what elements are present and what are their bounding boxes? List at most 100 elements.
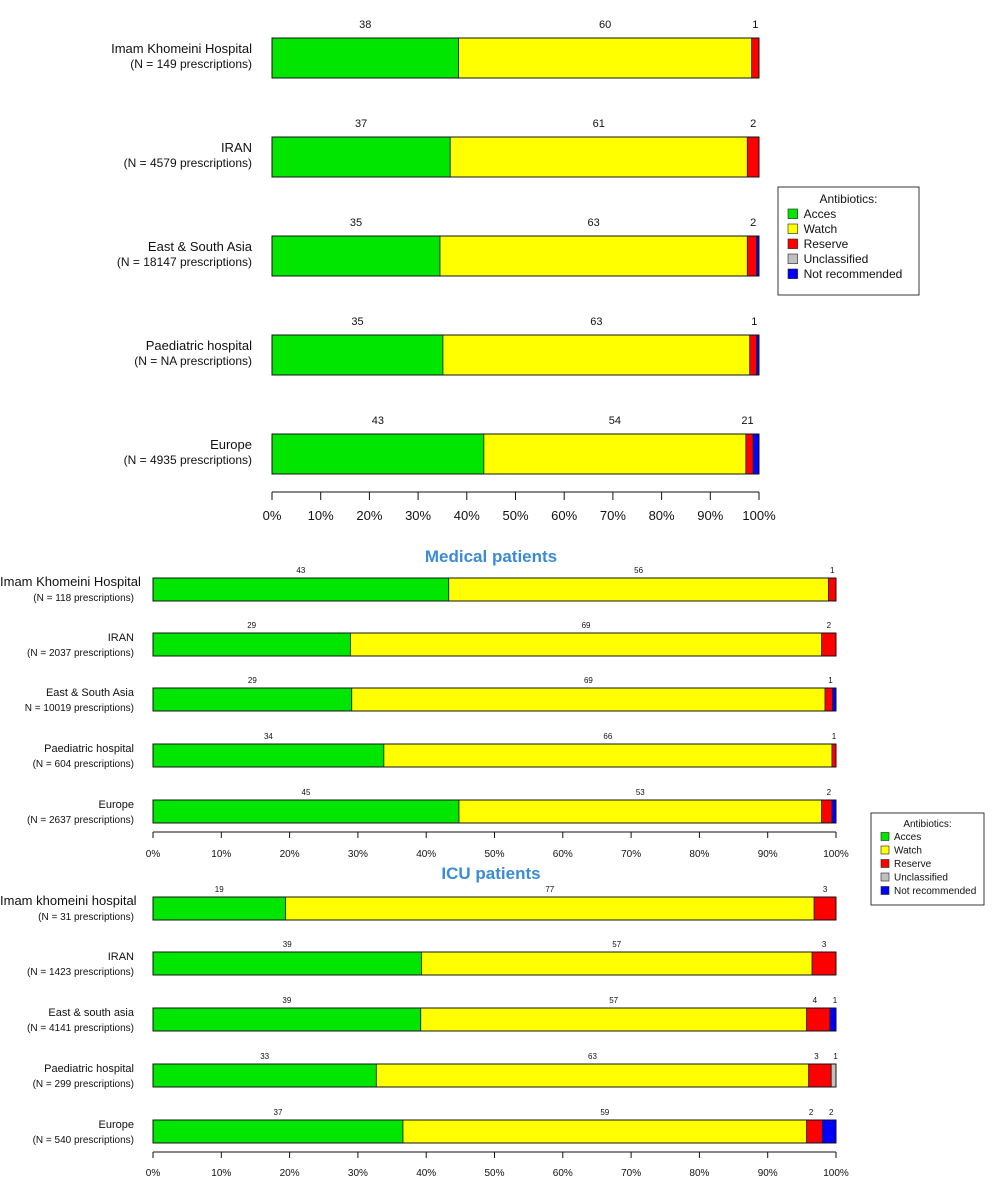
bar-segment-reserve — [831, 743, 837, 768]
data-label: 34 — [264, 732, 273, 741]
bar-segment-access — [271, 235, 441, 277]
bar-row: Imam Khomeini Hospital (N = 118 prescript… — [0, 566, 837, 604]
category-n-label: Ν = 10019 prescriptions) — [25, 703, 134, 714]
x-axis: 0% 10% 20% 30% 40% 50% 60% 70% 80% 90% 100% — [146, 1151, 849, 1179]
bar-segment-reserve — [746, 235, 757, 277]
x-tick-label: 90% — [697, 508, 723, 523]
category-label: East & south asia — [48, 1007, 134, 1019]
x-tick-label: 100% — [823, 1168, 849, 1179]
bar-segment-watch — [458, 37, 753, 79]
data-label: 2 — [750, 217, 756, 229]
legend-entry: Unclassified — [804, 252, 869, 266]
legend-entry: Acces — [894, 832, 921, 843]
bar-row: Europe (N = 540 prescriptions) 37 59 2 2 — [33, 1108, 837, 1146]
bar-outline — [271, 136, 760, 178]
chart-title: Medical patients — [425, 547, 557, 566]
bar-row: East & South Asia(N = 18147 prescription… — [117, 217, 760, 277]
bar-outline — [152, 1007, 837, 1032]
x-tick-label: 20% — [280, 1168, 300, 1179]
bar-outline — [271, 37, 760, 79]
data-label: 37 — [355, 118, 367, 130]
data-label: 19 — [215, 885, 224, 894]
bar-row: Imam khomeini hospital (N = 31 prescripti… — [0, 885, 837, 923]
bar-segment-watch — [285, 896, 815, 921]
bar-segment-reserve — [824, 687, 833, 712]
bar-segment-watch — [448, 577, 829, 602]
bar-segment-reserve — [806, 1007, 831, 1032]
data-label: 2 — [827, 621, 832, 630]
bar-segment-reserve — [808, 1063, 832, 1088]
category-label: East & South Asia — [148, 239, 253, 254]
bar-outline — [271, 235, 760, 277]
legend-entry: Reserve — [804, 237, 849, 251]
category-label: Imam Khomeini Hospital — [0, 574, 141, 589]
data-label: 77 — [545, 885, 554, 894]
data-label: 1 — [833, 996, 838, 1005]
bar-segment-not_recommended — [832, 687, 837, 712]
legend-entry: Watch — [894, 846, 922, 857]
bar-segment-watch — [442, 334, 751, 376]
data-label: 3 — [823, 885, 828, 894]
bar-segment-access — [152, 577, 450, 602]
legend-swatch-not_recommended — [787, 268, 798, 279]
data-label: 2 — [829, 1108, 834, 1117]
bar-segment-not_recommended — [829, 1007, 837, 1032]
bar-outline — [152, 577, 837, 602]
x-tick-label: 0% — [146, 1168, 161, 1179]
data-label: 33 — [260, 1052, 269, 1061]
x-tick-label: 60% — [553, 849, 573, 860]
x-tick-label: 30% — [348, 849, 368, 860]
bar-segment-unclassified — [830, 1063, 837, 1088]
bar-segment-watch — [402, 1119, 808, 1144]
data-label: 60 — [599, 19, 611, 31]
data-label: 3 — [822, 940, 827, 949]
category-label: Europe — [99, 799, 134, 811]
category-n-label: (N = 2637 prescriptions) — [27, 815, 134, 826]
bar-outline — [152, 951, 837, 976]
category-label: Imam khomeini hospital — [0, 893, 137, 908]
x-tick-label: 50% — [484, 849, 504, 860]
category-n-label: (N = 2037 prescriptions) — [27, 648, 134, 659]
bar-segment-access — [152, 632, 351, 657]
x-tick-label: 60% — [551, 508, 577, 523]
legend-swatch-reserve — [880, 859, 890, 868]
bar-segment-access — [271, 37, 459, 79]
bar-segment-watch — [351, 687, 826, 712]
x-tick-label: 10% — [308, 508, 334, 523]
bar-segment-not_recommended — [752, 433, 760, 475]
bar-segment-access — [152, 1007, 422, 1032]
bar-segment-not_recommended — [831, 799, 837, 824]
data-label: 1 — [832, 732, 837, 741]
data-label: 1 — [751, 316, 757, 328]
data-label: 3 — [814, 1052, 819, 1061]
bar-segment-access — [152, 951, 422, 976]
bar-outline — [152, 896, 837, 921]
x-tick-label: 90% — [758, 1168, 778, 1179]
bar-segment-reserve — [749, 334, 757, 376]
x-tick-label: 20% — [356, 508, 382, 523]
category-n-label: (N = 299 prescriptions) — [33, 1079, 134, 1090]
bar-outline — [152, 1119, 837, 1144]
x-tick-label: 0% — [263, 508, 282, 523]
bar-row: Paediatric hospital (N = 604 prescription… — [33, 732, 837, 770]
category-n-label: (N = 540 prescriptions) — [33, 1135, 134, 1146]
bar-segment-watch — [483, 433, 747, 475]
bar-row: East & South Asia Ν = 10019 prescriptions… — [25, 676, 837, 714]
category-n-label: (N = 118 prescriptions) — [33, 593, 134, 604]
x-tick-label: 100% — [742, 508, 776, 523]
legend-swatch-reserve — [787, 238, 798, 249]
data-label: 57 — [612, 940, 621, 949]
bar-row: Paediatric hospital(N = NA prescriptions… — [134, 316, 760, 376]
category-n-label: (N = NA prescriptions) — [134, 354, 252, 368]
legend-title: Antibiotics: — [819, 192, 877, 206]
data-label: 38 — [359, 19, 371, 31]
x-tick-label: 40% — [454, 508, 480, 523]
bar-segment-reserve — [813, 896, 837, 921]
bar-segment-access — [271, 136, 451, 178]
bar-outline — [152, 632, 837, 657]
data-label: 57 — [609, 996, 618, 1005]
legend-swatch-access — [880, 832, 890, 841]
data-label: 54 — [609, 415, 621, 427]
data-label: 2 — [750, 118, 756, 130]
